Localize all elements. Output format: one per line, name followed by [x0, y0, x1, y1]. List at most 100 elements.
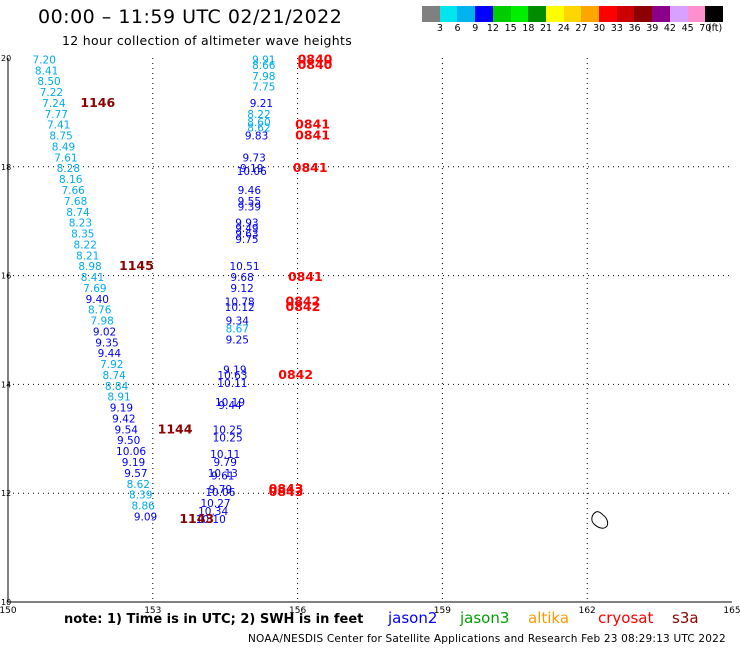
color-swatch	[492, 6, 511, 22]
wave-height-label: 8.84	[105, 381, 129, 393]
pass-time-label: 0842	[278, 367, 313, 382]
satellite-legend-s3a: s3a	[672, 609, 699, 627]
x-tick-label: 153	[144, 606, 161, 616]
wave-height-label: 8.60	[247, 117, 270, 129]
wave-height-label: 8.86	[131, 501, 155, 513]
color-swatch	[457, 6, 476, 22]
pass-time-label: 0842	[286, 299, 321, 314]
color-scale-label: 24	[557, 23, 570, 34]
wave-height-label: 9.12	[230, 283, 253, 295]
x-tick-label: 162	[579, 606, 596, 616]
wave-height-label: 9.02	[93, 326, 116, 338]
y-tick-label: 20	[1, 54, 11, 63]
satellite-legend-cryosat: cryosat	[598, 609, 654, 627]
wave-height-label: 9.19	[240, 163, 263, 175]
pass-time-label: 0841	[288, 269, 323, 284]
wave-height-label: 9.44	[218, 400, 242, 412]
footer-note: note: 1) Time is in UTC; 2) SWH is in fe…	[64, 612, 364, 627]
color-scale-label: 15	[504, 23, 517, 34]
footer-credit: NOAA/NESDIS Center for Satellite Applica…	[248, 633, 726, 645]
wave-height-label: 8.28	[57, 163, 80, 175]
wave-height-label: 10.63	[217, 370, 247, 382]
wave-height-label: 9.50	[117, 435, 140, 447]
satellite-legend-altika: altika	[528, 609, 570, 627]
wave-height-label: 7.41	[47, 120, 70, 132]
wave-height-label: 7.75	[252, 82, 275, 94]
wave-height-label: 8.22	[74, 239, 97, 251]
wave-height-label: 7.77	[45, 109, 68, 121]
wave-height-label: 8.22	[247, 109, 270, 121]
wave-height-label: 8.62	[247, 122, 270, 134]
x-tick-label: 159	[434, 606, 451, 616]
wave-height-label: 10.10	[196, 514, 226, 526]
wave-height-label: 10.11	[210, 449, 240, 461]
pass-time-label: 0842	[286, 294, 321, 309]
wave-height-label: 7.66	[61, 185, 85, 197]
wave-height-label: 7.92	[100, 359, 123, 371]
satellite-legend-jason2: jason2	[388, 609, 438, 627]
pass-time-label: 0843	[269, 484, 304, 499]
wave-height-label: 9.68	[230, 272, 253, 284]
wave-height-label: 10.06	[205, 487, 235, 499]
color-swatch	[563, 6, 582, 22]
wave-height-label: 9.19	[223, 365, 246, 377]
wave-height-label: 8.49	[52, 141, 75, 153]
y-tick-label: 14	[1, 380, 11, 389]
map-subtitle: 12 hour collection of altimeter wave hei…	[62, 33, 353, 48]
color-scale-label: 6	[454, 23, 461, 34]
color-swatch	[528, 6, 547, 22]
color-scale-label: 36	[628, 23, 641, 34]
color-swatch	[616, 6, 635, 22]
wave-height-label: 10.25	[213, 433, 243, 445]
wave-height-label: 9.34	[226, 316, 250, 328]
color-swatch	[599, 6, 618, 22]
wave-height-label: 9.46	[238, 185, 262, 197]
color-scale-label: 18	[522, 23, 535, 34]
wave-height-label: 8.67	[226, 324, 249, 336]
wave-height-label: 8.62	[127, 479, 150, 491]
wave-height-label: 7.98	[252, 71, 275, 83]
color-swatch	[545, 6, 565, 22]
wave-height-label: 8.74	[102, 370, 126, 382]
color-scale-label: 21	[540, 23, 553, 34]
color-scale-label: 33	[610, 23, 623, 34]
pass-time-label: 1146	[80, 95, 115, 110]
wave-height-label: 9.79	[214, 457, 237, 469]
color-scale-label: 45	[681, 23, 694, 34]
wave-height-label: 8.76	[88, 305, 112, 317]
island-outline	[591, 511, 609, 529]
color-scale-label: 3	[436, 23, 443, 34]
wave-height-label: 7.69	[83, 283, 106, 295]
color-swatch	[510, 6, 529, 22]
wave-height-label: 10.11	[217, 378, 247, 390]
wave-height-label: 9.55	[238, 196, 261, 208]
wave-height-label: 9.63	[235, 229, 258, 241]
pass-time-label: 1143	[179, 511, 214, 526]
wave-height-label: 8.75	[49, 131, 72, 143]
wave-height-label: 8.21	[76, 250, 99, 262]
wave-height-label: 9.40	[86, 294, 109, 306]
wave-height-label: 9.93	[235, 218, 258, 230]
color-scale-label: (ft)	[707, 23, 723, 34]
pass-time-label: 0840	[298, 51, 333, 66]
x-tick-label: 150	[0, 606, 17, 616]
color-scale-label: 70	[699, 23, 712, 34]
y-tick-label: 10	[1, 598, 11, 607]
wave-height-label: 10.51	[229, 261, 259, 273]
wave-height-label: 9.49	[235, 223, 258, 235]
wave-height-label: 8.41	[35, 65, 58, 77]
pass-time-label: 0841	[293, 160, 328, 175]
pass-time-label: 1145	[119, 258, 154, 273]
map-title: 00:00 – 11:59 UTC 02/21/2022	[38, 6, 343, 28]
wave-height-label: 7.24	[42, 98, 66, 110]
wave-height-label: 7.22	[40, 87, 63, 99]
wave-height-label: 9.73	[242, 152, 265, 164]
satellite-legend-jason3: jason3	[460, 609, 510, 627]
wave-height-label: 10.78	[225, 297, 255, 309]
pass-time-label: 0843	[269, 481, 304, 496]
pass-time-label: 0841	[295, 128, 330, 143]
wave-height-label: 7.61	[54, 152, 77, 164]
wave-height-label: 7.98	[90, 316, 113, 328]
wave-height-label: 8.66	[252, 60, 276, 72]
